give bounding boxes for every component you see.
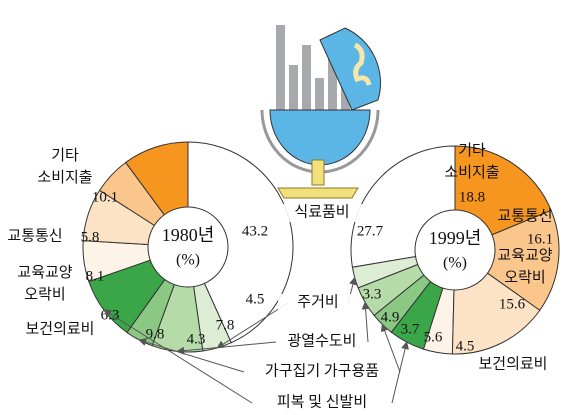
value-label: 5.8 (81, 229, 100, 245)
unit-label: (%) (176, 252, 200, 269)
value-label: 4.5 (246, 291, 265, 307)
value-label: 16.1 (527, 231, 553, 247)
arrow (391, 341, 409, 404)
label-bg (282, 333, 362, 351)
arrow (361, 301, 370, 343)
value-label: 4.9 (381, 309, 400, 325)
pie-hole (147, 206, 229, 288)
label-bg (278, 294, 358, 312)
arrow (380, 323, 401, 373)
category-label: 광열수도비 (287, 332, 356, 349)
category-label: 교통통신 (497, 207, 552, 224)
pie-title: 1999년 (429, 228, 482, 248)
arrow (216, 302, 289, 349)
value-label: 43.2 (242, 223, 268, 239)
value-label: 3.7 (401, 321, 420, 337)
pie-slice (453, 209, 560, 311)
value-label: 4.3 (187, 331, 206, 347)
label-bg (282, 394, 362, 412)
value-label: 10.1 (92, 189, 118, 205)
arrow (103, 309, 253, 404)
value-label: 5.6 (424, 329, 443, 345)
arrow (176, 341, 277, 355)
value-label: 18.8 (459, 189, 485, 205)
unit-label: (%) (443, 255, 467, 272)
label-bg (282, 204, 362, 222)
category-label: 주거비 (297, 293, 338, 310)
category-label: 식료품비 (294, 203, 349, 220)
value-label: 8.1 (86, 268, 105, 284)
globe-illustration (260, 25, 382, 199)
value-label: 7.8 (216, 317, 235, 333)
category-label: 교육교양 오락비 (497, 247, 552, 286)
category-label: 교육교양 오락비 (17, 264, 72, 303)
category-label: 기타 소비지출 (444, 142, 499, 181)
value-label: 4.5 (456, 338, 475, 354)
category-label: 보건의료비 (25, 320, 94, 337)
category-label: 교통통신 (7, 227, 62, 244)
arrow (138, 338, 245, 373)
pie-slice (187, 141, 294, 344)
value-label: 9.8 (146, 326, 165, 342)
category-label: 가구집기 가구용품 (265, 362, 379, 379)
value-label: 15.6 (499, 296, 526, 312)
category-label: 기타 소비지출 (37, 147, 92, 186)
value-label: 3.3 (363, 286, 382, 302)
value-label: 6.3 (101, 307, 120, 323)
pie-hole (414, 209, 496, 291)
value-label: 27.7 (357, 223, 384, 239)
category-label: 보건의료비 (478, 355, 547, 372)
pie-title: 1980년 (162, 225, 215, 245)
category-label: 피복 및 신발비 (277, 393, 367, 410)
